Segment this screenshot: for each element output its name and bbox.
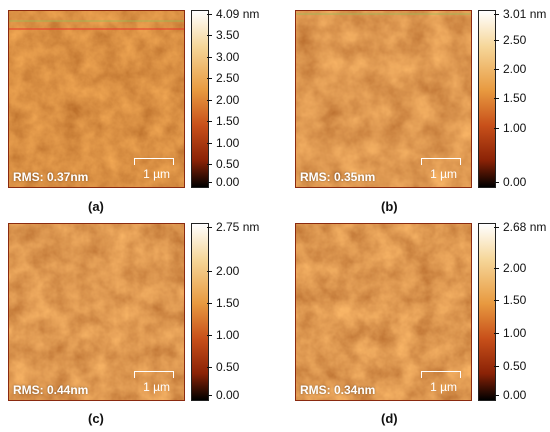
afm-texture bbox=[296, 11, 471, 187]
color-scale-tick-label: 1.00 bbox=[206, 135, 240, 150]
color-scale-tick-label: 2.00 bbox=[493, 62, 527, 77]
rms-label: RMS: 0.35nm bbox=[300, 170, 376, 184]
color-scale-tick-label: 2.00 bbox=[493, 260, 527, 275]
panel-label: (d) bbox=[381, 411, 398, 426]
scale-bar bbox=[134, 371, 174, 378]
color-scale-tick-label: 2.50 bbox=[493, 32, 527, 47]
scale-bar bbox=[421, 371, 461, 378]
color-scale-tick-label: 2.00 bbox=[206, 92, 240, 107]
scale-bar-label: 1 µm bbox=[143, 380, 170, 394]
panel-label: (a) bbox=[88, 199, 104, 214]
color-scale-bar-a bbox=[191, 10, 209, 188]
color-scale-tick-label: 0.50 bbox=[206, 360, 240, 374]
color-scale-tick-label: 2.68 nm bbox=[493, 220, 547, 234]
color-scale-bar-c bbox=[191, 223, 209, 401]
color-scale-tick-label: 2.75 nm bbox=[206, 220, 260, 234]
color-scale-tick-label: 1.00 bbox=[493, 120, 527, 135]
color-scale-tick-label: 1.50 bbox=[206, 114, 240, 129]
scale-bar bbox=[421, 158, 461, 165]
afm-image-b: RMS: 0.35nm 1 µm bbox=[295, 10, 472, 188]
afm-texture bbox=[9, 224, 184, 400]
scale-bar-label: 1 µm bbox=[430, 167, 457, 181]
panel-label: (c) bbox=[88, 411, 104, 426]
afm-image-d: RMS: 0.34nm 1 µm bbox=[295, 223, 472, 401]
color-scale-tick-label: 1.00 bbox=[206, 328, 240, 342]
color-scale-tick-label: 1.50 bbox=[493, 293, 527, 308]
color-scale-tick-label: 3.00 bbox=[206, 49, 240, 64]
color-scale-tick-label: 2.00 bbox=[206, 264, 240, 278]
color-scale-tick-label: 0.00 bbox=[493, 388, 527, 402]
afm-image-c: RMS: 0.44nm 1 µm bbox=[8, 223, 185, 401]
scale-bar-label: 1 µm bbox=[430, 380, 457, 394]
color-scale-tick-label: 0.50 bbox=[206, 157, 240, 172]
color-scale-tick-label: 2.50 bbox=[206, 71, 240, 86]
color-scale-tick-label: 1.50 bbox=[493, 91, 527, 106]
rms-label: RMS: 0.37nm bbox=[13, 170, 89, 184]
color-scale-tick-label: 0.00 bbox=[206, 175, 240, 189]
color-scale-tick-label: 0.50 bbox=[493, 359, 527, 374]
panel-label: (b) bbox=[381, 199, 398, 214]
color-scale-tick-label: 1.00 bbox=[493, 326, 527, 341]
scale-bar bbox=[134, 158, 174, 165]
color-scale-tick-label: 3.01 nm bbox=[493, 7, 547, 21]
color-scale-tick-label: 1.50 bbox=[206, 296, 240, 310]
rms-label: RMS: 0.44nm bbox=[13, 383, 89, 397]
color-scale-tick-label: 3.50 bbox=[206, 28, 240, 43]
rms-label: RMS: 0.34nm bbox=[300, 383, 376, 397]
afm-texture bbox=[9, 11, 184, 187]
afm-texture bbox=[296, 224, 471, 400]
color-scale-tick-label: 0.00 bbox=[206, 388, 240, 402]
color-scale-tick-label: 4.09 nm bbox=[206, 7, 260, 21]
color-scale-bar-d bbox=[478, 223, 496, 401]
afm-image-a: RMS: 0.37nm 1 µm bbox=[8, 10, 185, 188]
scale-bar-label: 1 µm bbox=[143, 167, 170, 181]
color-scale-tick-label: 0.00 bbox=[493, 175, 527, 189]
